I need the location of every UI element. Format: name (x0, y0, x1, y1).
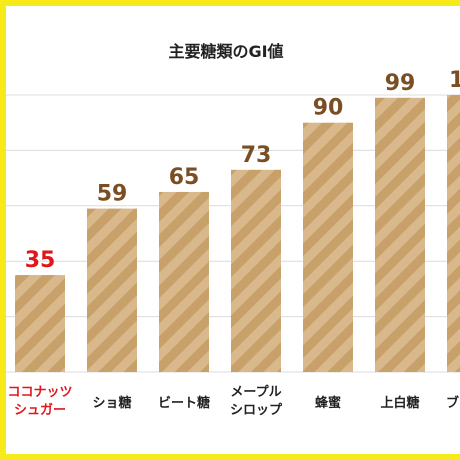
bar-2 (159, 191, 209, 372)
bars (15, 95, 460, 373)
value-label-4: 90 (313, 96, 344, 121)
category-label-1-0: ショ糖 (92, 395, 131, 411)
value-label-5: 99 (385, 71, 416, 96)
chart-title: 主要糖類のGI値 (168, 42, 283, 61)
category-label-3-1: シロップ (230, 403, 283, 418)
category-label-2-0: ビート糖 (158, 395, 210, 411)
category-label-4-0: 蜂蜜 (315, 395, 341, 411)
bar-3 (231, 169, 281, 372)
category-label-5-0: 上白糖 (380, 395, 419, 411)
bar-4 (303, 122, 353, 372)
value-label-0: 35 (25, 248, 56, 273)
bar-5 (375, 97, 425, 373)
value-labels: 35 59 65 73 90 99 100 (25, 68, 460, 273)
value-label-2: 65 (169, 165, 200, 190)
category-label-6-0: ブドウ糖 (446, 395, 460, 411)
bar-6 (447, 95, 460, 372)
value-label-3: 73 (241, 143, 272, 168)
category-label-3-0: メープル (230, 385, 281, 400)
value-label-6: 100 (449, 68, 460, 93)
bar-1 (87, 208, 137, 372)
value-label-1: 59 (97, 182, 128, 207)
category-label-0-1: シュガー (14, 403, 66, 418)
category-label-0-0: ココナッツ (7, 385, 72, 400)
bar-0 (15, 275, 65, 372)
